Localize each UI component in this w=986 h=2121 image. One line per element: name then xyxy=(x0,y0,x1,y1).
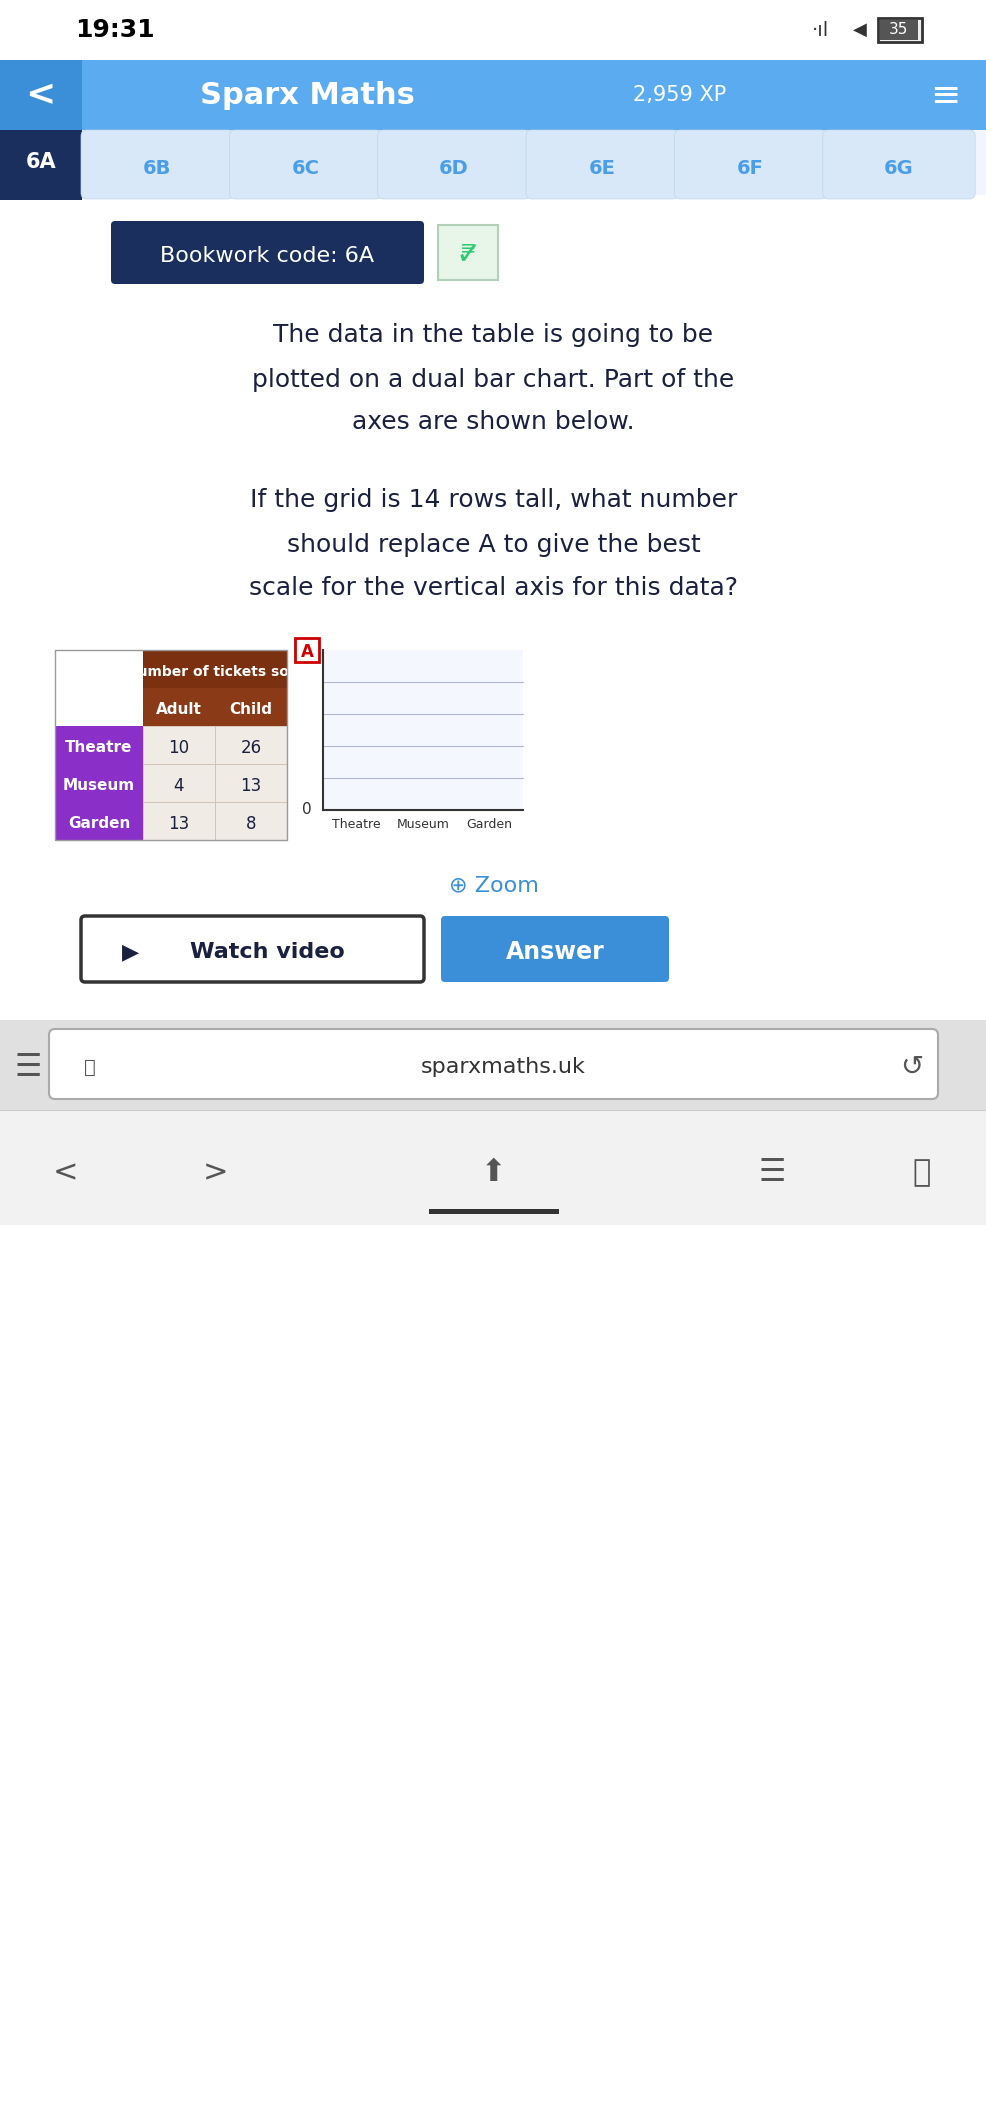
Text: 4: 4 xyxy=(174,776,184,795)
Text: 10: 10 xyxy=(169,738,189,757)
Text: ↺: ↺ xyxy=(899,1052,923,1082)
FancyBboxPatch shape xyxy=(49,1029,937,1099)
Text: 0: 0 xyxy=(302,802,312,817)
Bar xyxy=(322,649,523,810)
Text: ⬆: ⬆ xyxy=(480,1158,506,1188)
Bar xyxy=(878,17,921,42)
FancyBboxPatch shape xyxy=(81,916,424,982)
Text: Theatre: Theatre xyxy=(331,817,381,831)
Bar xyxy=(0,129,986,195)
FancyBboxPatch shape xyxy=(378,129,529,199)
Text: 35: 35 xyxy=(888,23,908,38)
Bar xyxy=(428,1209,558,1213)
Text: Bookwork code: 6A: Bookwork code: 6A xyxy=(161,246,374,265)
FancyBboxPatch shape xyxy=(822,129,974,199)
Text: Garden: Garden xyxy=(68,817,130,831)
Text: axes are shown below.: axes are shown below. xyxy=(352,409,634,435)
Bar xyxy=(55,649,287,840)
Text: 26: 26 xyxy=(241,738,261,757)
Text: 13: 13 xyxy=(169,814,189,834)
Text: 2,959 XP: 2,959 XP xyxy=(633,85,726,106)
Bar xyxy=(0,59,986,129)
FancyBboxPatch shape xyxy=(81,129,233,199)
Bar xyxy=(143,649,287,687)
FancyBboxPatch shape xyxy=(110,221,424,284)
Text: ≡: ≡ xyxy=(929,78,959,112)
Bar xyxy=(0,1109,986,1226)
Text: Theatre: Theatre xyxy=(65,740,132,755)
Text: ▶: ▶ xyxy=(121,942,138,963)
Bar xyxy=(0,0,986,59)
Text: 19:31: 19:31 xyxy=(75,17,155,42)
Bar xyxy=(215,802,287,840)
Text: 6A: 6A xyxy=(26,153,56,172)
Bar xyxy=(55,802,143,840)
Bar xyxy=(0,129,82,199)
Text: ☰: ☰ xyxy=(15,1054,41,1082)
Text: Child: Child xyxy=(230,702,272,717)
Bar xyxy=(215,764,287,802)
Text: <: < xyxy=(25,78,55,112)
Text: Garden: Garden xyxy=(466,817,512,831)
Text: 6B: 6B xyxy=(143,159,172,178)
Text: 6D: 6D xyxy=(439,159,468,178)
FancyBboxPatch shape xyxy=(229,129,382,199)
Text: scale for the vertical axis for this data?: scale for the vertical axis for this dat… xyxy=(248,577,738,600)
Text: Watch video: Watch video xyxy=(190,942,344,963)
Bar xyxy=(55,764,143,802)
Text: Museum: Museum xyxy=(396,817,449,831)
Text: sparxmaths.uk: sparxmaths.uk xyxy=(421,1056,586,1077)
Bar xyxy=(290,634,525,851)
FancyBboxPatch shape xyxy=(673,129,826,199)
Bar xyxy=(143,802,215,840)
Bar xyxy=(295,638,318,662)
Bar xyxy=(143,764,215,802)
FancyBboxPatch shape xyxy=(441,916,669,982)
Text: ⊕ Zoom: ⊕ Zoom xyxy=(448,876,538,895)
Bar xyxy=(143,687,215,725)
Text: 🔒: 🔒 xyxy=(84,1058,96,1077)
Text: ≡: ≡ xyxy=(459,238,475,257)
Bar xyxy=(438,225,498,280)
Text: ☰: ☰ xyxy=(757,1158,785,1188)
Bar xyxy=(215,687,287,725)
Text: The data in the table is going to be: The data in the table is going to be xyxy=(273,322,713,348)
FancyBboxPatch shape xyxy=(526,129,677,199)
Text: 6E: 6E xyxy=(589,159,615,178)
Bar xyxy=(0,1226,986,2121)
Bar xyxy=(215,725,287,764)
Text: Museum: Museum xyxy=(63,778,135,793)
Text: 8: 8 xyxy=(246,814,256,834)
Bar xyxy=(55,725,143,764)
Text: should replace A to give the best: should replace A to give the best xyxy=(286,532,700,558)
Text: Sparx Maths: Sparx Maths xyxy=(200,81,414,110)
Text: Adult: Adult xyxy=(156,702,202,717)
Text: If the grid is 14 rows tall, what number: If the grid is 14 rows tall, what number xyxy=(249,488,737,511)
Text: Number of tickets sold: Number of tickets sold xyxy=(126,666,304,679)
Text: ✓: ✓ xyxy=(455,242,480,269)
Text: plotted on a dual bar chart. Part of the: plotted on a dual bar chart. Part of the xyxy=(252,369,734,392)
Text: A: A xyxy=(301,643,314,662)
Text: 6G: 6G xyxy=(883,159,913,178)
Text: 6F: 6F xyxy=(737,159,763,178)
Text: <: < xyxy=(52,1158,78,1188)
Text: >: > xyxy=(202,1158,228,1188)
Text: 6C: 6C xyxy=(291,159,319,178)
Bar xyxy=(0,59,82,129)
Text: ◀: ◀ xyxy=(852,21,866,38)
Text: ·ıl: ·ıl xyxy=(810,21,828,40)
Text: 13: 13 xyxy=(241,776,261,795)
Text: ⧉: ⧉ xyxy=(912,1158,930,1188)
Bar xyxy=(880,19,917,40)
Bar xyxy=(143,725,215,764)
Bar xyxy=(0,1020,986,1109)
Text: Answer: Answer xyxy=(505,940,603,965)
